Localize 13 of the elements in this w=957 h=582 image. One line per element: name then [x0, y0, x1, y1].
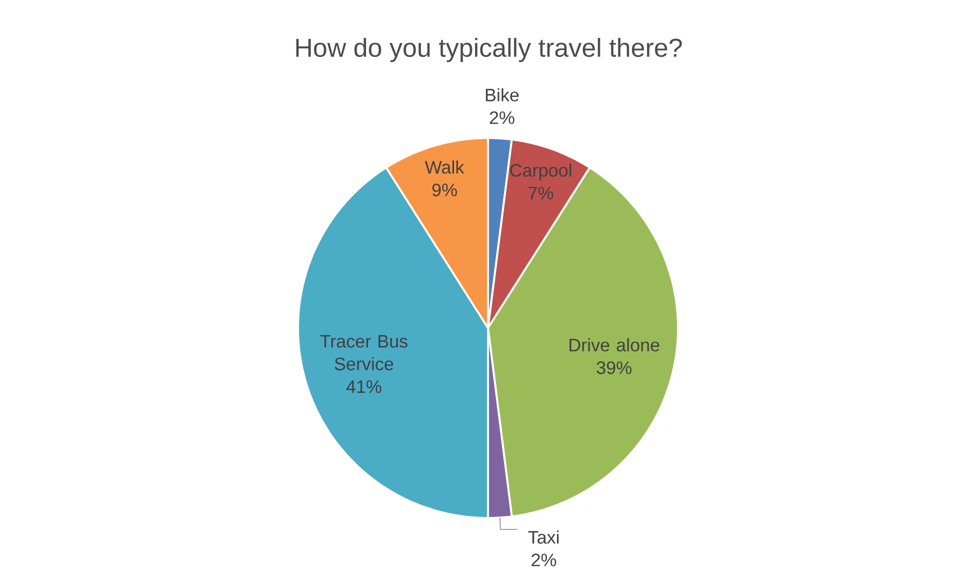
slice-label: Taxi	[528, 530, 559, 544]
data-label: 39%	[596, 361, 632, 374]
slice-label: Tracer Bus Service	[320, 335, 408, 370]
data-label: 9%	[432, 184, 457, 196]
chart-title: How do you typically travel there?	[296, 38, 682, 62]
data-label: 2%	[490, 111, 514, 124]
slice-label: Bike	[486, 88, 519, 102]
slice-label: Drive alone	[570, 338, 660, 352]
slice-label: Walk	[424, 160, 464, 174]
slice-label: Carpool	[510, 163, 572, 180]
data-label: 2%	[532, 554, 556, 566]
data-label: 7%	[528, 186, 554, 200]
data-label: 41%	[346, 380, 382, 393]
